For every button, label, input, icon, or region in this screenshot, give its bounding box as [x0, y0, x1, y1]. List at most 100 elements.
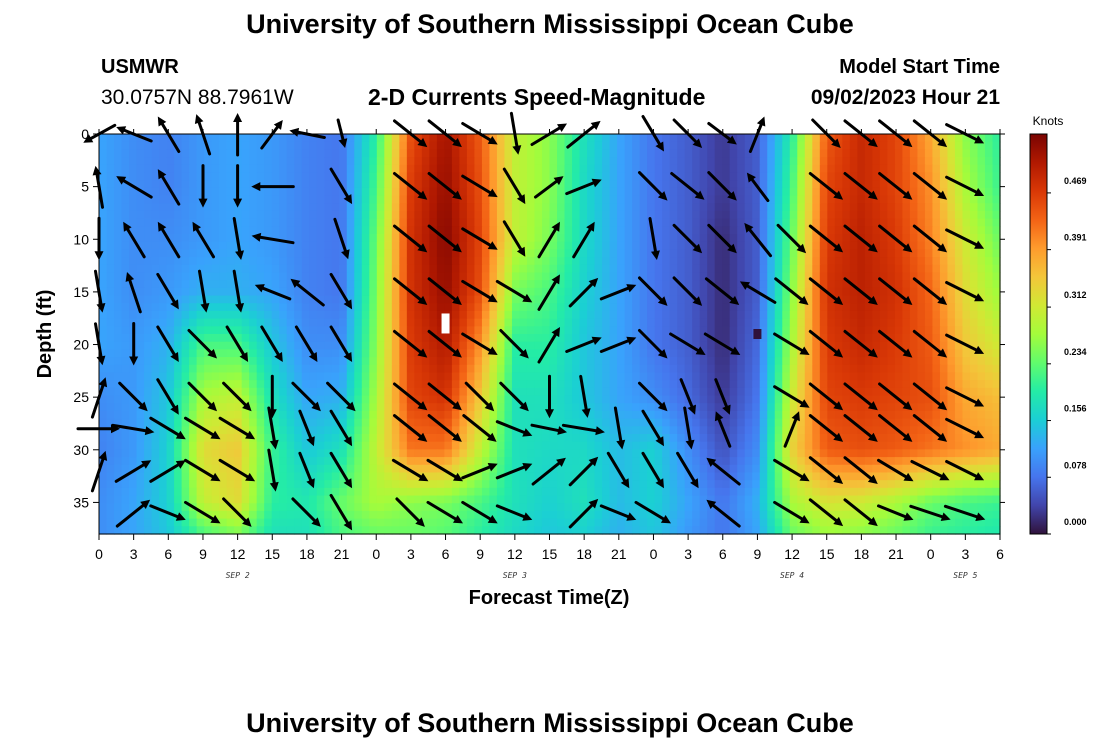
heatmap-cell [481, 295, 491, 304]
heatmap-cell [617, 280, 626, 289]
heatmap-cell [129, 364, 138, 374]
heatmap-cell [204, 257, 213, 266]
heatmap-cell [354, 195, 363, 204]
heatmap-cell [752, 187, 761, 197]
heatmap-cell [894, 372, 903, 381]
heatmap-cell [602, 295, 611, 304]
heatmap-cell [459, 295, 468, 304]
heatmap-cell [286, 187, 295, 197]
heatmap-cell [684, 249, 693, 258]
heatmap-cell [887, 218, 896, 227]
heatmap-cell [309, 441, 318, 450]
heatmap-cell [827, 295, 836, 304]
heatmap-cell [204, 349, 213, 358]
heatmap-cell [812, 249, 821, 258]
heatmap-cell [992, 203, 1001, 212]
heatmap-cell [526, 357, 536, 366]
heatmap-cell [369, 264, 378, 274]
heatmap-cell [879, 164, 888, 174]
heatmap-cell [444, 264, 453, 274]
heatmap-cell [339, 172, 348, 181]
heatmap-cell [977, 234, 986, 243]
heatmap-cell [174, 164, 183, 174]
heatmap-cell [279, 387, 288, 397]
heatmap-cell [557, 403, 566, 412]
heatmap-cell [331, 226, 340, 235]
heatmap-cell [294, 357, 303, 366]
heatmap-cell [834, 303, 843, 312]
heatmap-cell [256, 249, 265, 258]
heatmap-cell [151, 372, 160, 381]
heatmap-cell [361, 410, 370, 420]
heatmap-cell [324, 287, 333, 297]
heatmap-cell [421, 195, 430, 204]
heatmap-cell [226, 180, 235, 189]
heatmap-cell [136, 326, 145, 335]
heatmap-cell [226, 303, 235, 312]
heatmap-cell [857, 249, 866, 258]
heatmap-cell [557, 326, 566, 335]
heatmap-cell [346, 280, 355, 289]
heatmap-cell [992, 280, 1001, 289]
heatmap-cell [496, 364, 506, 374]
heatmap-cell [361, 349, 370, 358]
heatmap-cell [99, 334, 108, 343]
heatmap-cell [932, 395, 941, 404]
heatmap-cell [399, 295, 408, 304]
heatmap-cell [782, 149, 791, 158]
heatmap-cell [819, 334, 828, 343]
heatmap-cell [714, 395, 723, 404]
heatmap-cell [572, 203, 581, 212]
heatmap-cell [662, 218, 671, 227]
heatmap-cell [346, 426, 355, 435]
heatmap-cell [519, 380, 528, 389]
heatmap-cell [361, 318, 370, 327]
heatmap-cell [189, 326, 198, 335]
heatmap-cell [451, 234, 460, 243]
heatmap-cell [511, 318, 521, 327]
heatmap-cell [249, 264, 258, 274]
heatmap-cell [654, 364, 663, 374]
heatmap-cell [226, 241, 235, 250]
heatmap-cell [144, 195, 153, 204]
heatmap-cell [504, 441, 513, 450]
heatmap-cell [174, 257, 183, 266]
heatmap-cell [962, 280, 971, 289]
heatmap-cell [406, 434, 415, 443]
heatmap-cell [541, 195, 551, 204]
heatmap-cell [226, 195, 235, 204]
heatmap-cell [632, 234, 641, 243]
heatmap-cell [654, 349, 663, 358]
heatmap-cell [962, 218, 971, 227]
heatmap-cell [834, 134, 843, 143]
heatmap-cell [602, 387, 611, 397]
heatmap-cell [849, 403, 858, 412]
heatmap-cell [767, 134, 776, 143]
heatmap-cell [909, 195, 919, 204]
heatmap-cell [421, 287, 430, 297]
heatmap-cell [474, 364, 483, 374]
heatmap-cell [481, 157, 491, 166]
heatmap-cell [511, 410, 521, 420]
heatmap-cell [677, 380, 686, 389]
heatmap-cell [354, 180, 363, 189]
heatmap-cell [909, 241, 919, 250]
heatmap-cell [849, 149, 858, 158]
heatmap-cell [992, 357, 1001, 366]
heatmap-cell [309, 287, 318, 297]
heatmap-cell [902, 149, 911, 158]
heatmap-cell [376, 426, 385, 435]
heatmap-cell [849, 426, 858, 435]
heatmap-cell [609, 164, 618, 174]
heatmap-cell [789, 226, 798, 235]
heatmap-cell [189, 195, 198, 204]
heatmap-cell [804, 441, 813, 450]
heatmap-cell [782, 364, 791, 374]
heatmap-cell [849, 249, 858, 258]
heatmap-cell [99, 372, 108, 381]
heatmap-cell [759, 234, 768, 243]
heatmap-cell [579, 187, 588, 197]
heatmap-cell [391, 357, 400, 366]
heatmap-cell [609, 157, 618, 166]
heatmap-cell [241, 441, 250, 450]
